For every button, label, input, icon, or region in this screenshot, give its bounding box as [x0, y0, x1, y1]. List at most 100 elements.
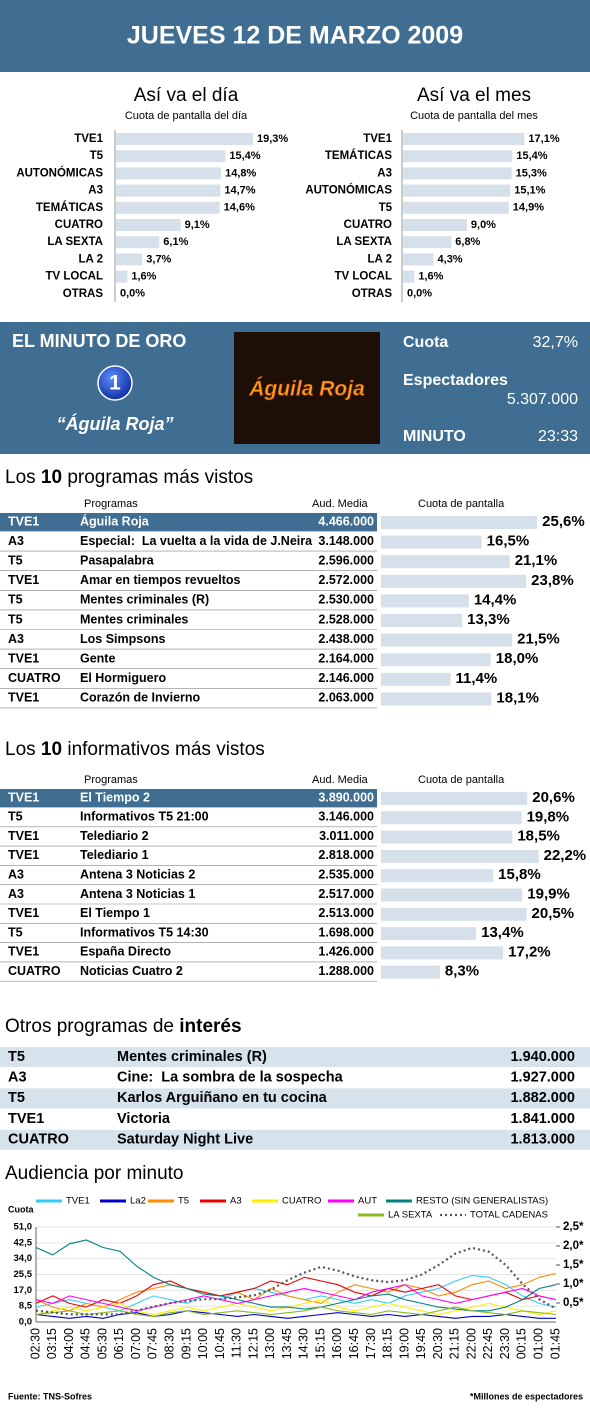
section-title: Los 10 informativos más vistos [5, 739, 265, 760]
x-tick-label: 07:00 [129, 1328, 143, 1359]
series-line [35, 1306, 557, 1317]
legend-label: T5 [178, 1196, 189, 1207]
x-tick-label: 16:45 [347, 1328, 361, 1359]
channel: TVE1 [8, 945, 39, 959]
x-tick-label: 23:30 [498, 1328, 512, 1359]
bar [403, 270, 415, 283]
value-label: 14,9% [513, 202, 544, 214]
category-label: AUTONÓMICAS [305, 184, 392, 197]
series-line [35, 1276, 557, 1308]
category-label: T5 [90, 150, 104, 162]
program: Informativos T5 21:00 [80, 810, 209, 824]
row-bg [0, 1088, 590, 1109]
value-label: 20,6% [532, 789, 575, 806]
x-tick-label: 18:15 [381, 1328, 395, 1359]
channel: A3 [8, 887, 24, 901]
row-bg [0, 1129, 590, 1150]
program: Telediario 2 [80, 829, 149, 843]
stat-label: Espectadores [403, 372, 508, 389]
x-tick-label: 05:30 [95, 1328, 109, 1359]
value-label: 20,5% [532, 905, 575, 922]
category-label: TVE1 [363, 133, 392, 145]
value-label: 13,4% [481, 924, 524, 941]
bar [381, 653, 491, 667]
value-label: 15,3% [516, 167, 547, 179]
audience: 2.530.000 [318, 593, 374, 607]
x-tick-label: 11:30 [230, 1328, 244, 1358]
category-label: CUATRO [344, 219, 392, 231]
program: Antena 3 Noticias 2 [80, 867, 195, 881]
stat-label: Cuota [403, 334, 448, 351]
column-header: Cuota de pantalla [418, 774, 505, 786]
x-tick-label: 19:00 [397, 1328, 411, 1359]
y-tick-label: 51,0 [14, 1222, 33, 1233]
value-label: 4,3% [438, 253, 463, 265]
audience: 2.164.000 [318, 651, 374, 665]
bar [116, 270, 128, 283]
audience: 1.813.000 [510, 1132, 575, 1148]
value-label: 1,6% [131, 271, 156, 283]
stat-value: 23:33 [538, 428, 578, 445]
bar [116, 219, 181, 231]
bar [403, 236, 452, 249]
channel: T5 [8, 553, 23, 567]
bar [116, 184, 221, 197]
channel: A3 [8, 632, 24, 646]
program: Karlos Arguiñano en tu cocina [117, 1090, 328, 1106]
category-label: LA SEXTA [47, 236, 103, 248]
channel: CUATRO [8, 671, 61, 685]
bar [403, 150, 513, 163]
audience: 2.517.000 [318, 887, 374, 901]
y2-tick-label: 1,5* [563, 1259, 584, 1271]
value-label: 14,8% [225, 167, 256, 179]
bar [381, 594, 469, 608]
column-header: Cuota de pantalla [418, 498, 505, 510]
value-label: 17,2% [508, 943, 551, 960]
audience: 1.426.000 [318, 945, 374, 959]
x-tick-label: 07:45 [146, 1328, 160, 1359]
channel: TVE1 [8, 514, 39, 528]
program: Los Simpsons [80, 632, 165, 646]
channel: T5 [8, 593, 23, 607]
program-image [234, 332, 380, 444]
value-label: 19,9% [527, 885, 570, 902]
program: Águila Roja [80, 513, 150, 528]
x-tick-label: 22:45 [481, 1328, 495, 1359]
category-label: LA 2 [368, 253, 393, 265]
x-tick-label: 13:00 [263, 1328, 277, 1359]
program: Telediario 1 [80, 848, 149, 862]
channel: TVE1 [8, 691, 39, 705]
title-part: Otros programas de [5, 1016, 179, 1037]
channel: TVE1 [8, 848, 39, 862]
title-part: 10 [41, 467, 62, 488]
legend-label: CUATRO [282, 1196, 321, 1207]
program: Especial: La vuelta a la vida de J.Neira [80, 534, 313, 548]
bar [381, 555, 510, 569]
y2-tick-label: 2,0* [563, 1240, 584, 1252]
footer-source: Fuente: TNS-Sofres [8, 1391, 92, 1401]
program: El Tiempo 2 [80, 790, 150, 804]
audience: 2.528.000 [318, 612, 374, 626]
program: Saturday Night Live [117, 1132, 253, 1148]
program: Pasapalabra [80, 553, 155, 567]
channel: T5 [8, 810, 23, 824]
bar [116, 167, 222, 180]
title-part: interés [179, 1016, 241, 1037]
value-label: 11,4% [456, 670, 498, 687]
category-label: CUATRO [55, 219, 103, 231]
x-tick-label: 13:45 [280, 1328, 294, 1359]
audience: 2.818.000 [318, 848, 374, 862]
channel-logo [97, 365, 133, 401]
bar [381, 574, 527, 588]
program: Mentes criminales [80, 612, 188, 626]
legend-label: RESTO (SIN GENERALISTAS) [416, 1196, 548, 1207]
audience: 2.513.000 [318, 906, 374, 920]
program: Victoria [117, 1111, 171, 1127]
legend-label: TOTAL CADENAS [470, 1210, 548, 1221]
category-label: TV LOCAL [335, 271, 393, 283]
y-tick-label: 25,5 [14, 1269, 33, 1280]
channel: T5 [8, 612, 23, 626]
bar [116, 150, 226, 163]
title-part: informativos más vistos [62, 739, 265, 760]
audience: 3.148.000 [318, 534, 374, 548]
